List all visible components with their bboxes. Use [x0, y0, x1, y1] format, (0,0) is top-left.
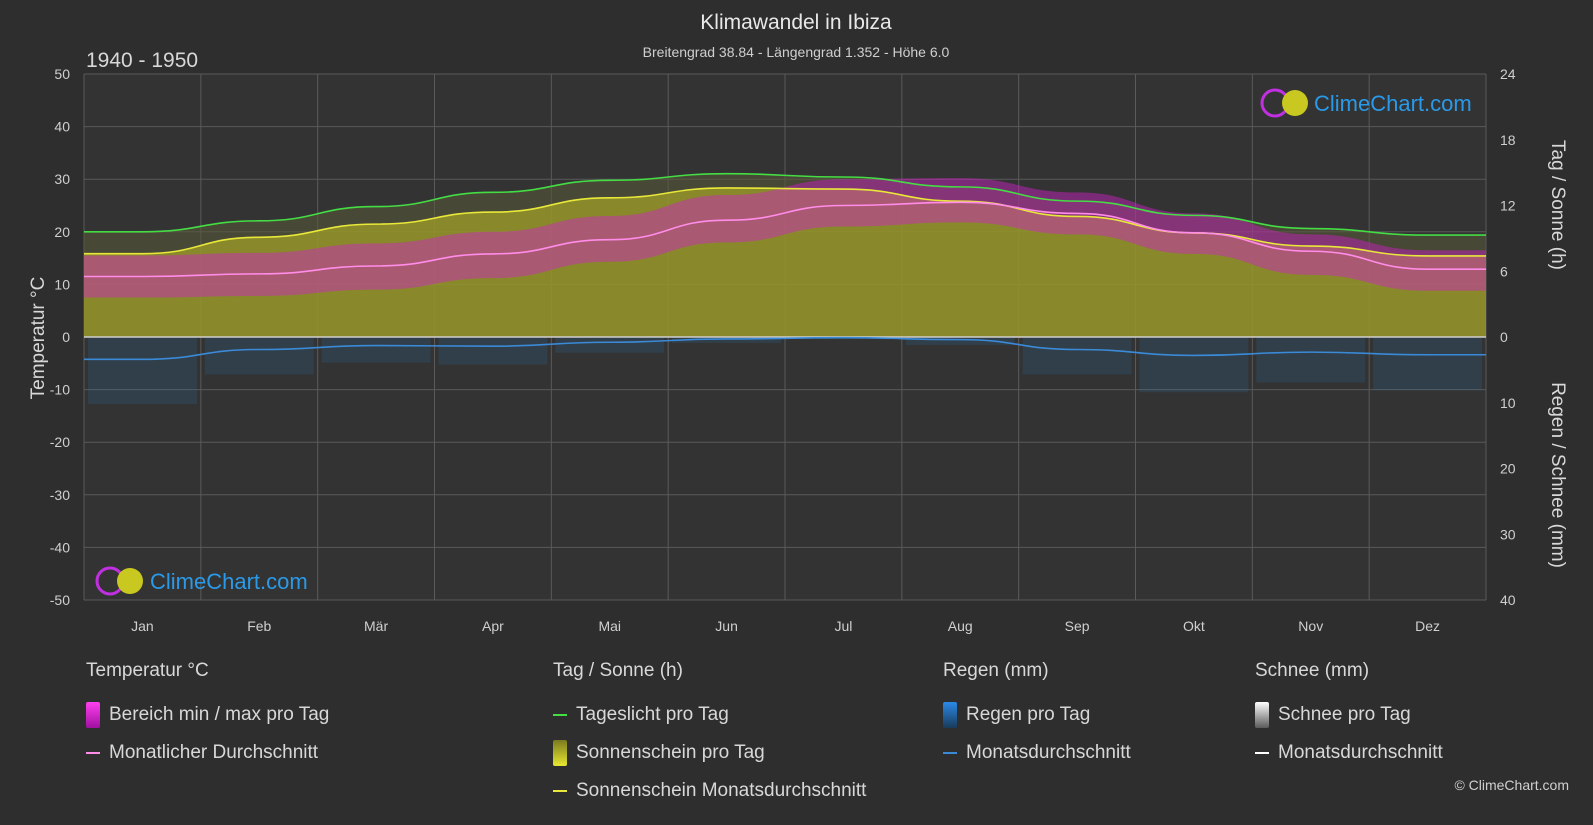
brand-text-top: ClimeChart.com: [1314, 91, 1472, 116]
right-top-tick-label: 24: [1500, 66, 1516, 82]
month-tick-label: Jun: [715, 618, 738, 634]
month-tick-label: Sep: [1065, 618, 1090, 634]
rain-avg-swatch: [943, 752, 957, 754]
daylight-swatch: [553, 714, 567, 716]
legend-temperature: Temperatur °C Bereich min / max pro Tag …: [86, 660, 329, 772]
left-tick-label: -20: [50, 434, 70, 450]
rain-bar: [88, 337, 197, 405]
legend-snow-avg-label: Monatsdurchschnitt: [1278, 742, 1443, 763]
month-tick-label: Jan: [131, 618, 154, 634]
right-bottom-axis-label: Regen / Schnee (mm): [1547, 382, 1568, 568]
left-tick-label: 50: [54, 66, 70, 82]
month-tick-label: Aug: [948, 618, 973, 634]
climate-chart: Klimawandel in Ibiza Breitengrad 38.84 -…: [28, 11, 1568, 634]
rain-bar: [672, 337, 781, 343]
month-tick-label: Apr: [482, 618, 504, 634]
month-tick-label: Feb: [247, 618, 271, 634]
legend-rain-header: Regen (mm): [943, 660, 1049, 681]
axes: 50 40 30 20 10 0 -10 -20 -30 -40 -50 24 18 12 6 0 10 20 30…: [50, 66, 1516, 634]
rain-bar: [1139, 337, 1249, 393]
logo-sun-icon: [1282, 90, 1308, 116]
month-tick-label: Dez: [1415, 618, 1440, 634]
right-bottom-tick-label: 20: [1500, 461, 1516, 477]
legend-rain: Regen (mm) Regen pro Tag Monatsdurchschn…: [943, 660, 1131, 772]
left-tick-label: -10: [50, 382, 70, 398]
right-bottom-tick-label: 40: [1500, 592, 1516, 608]
copyright: © ClimeChart.com: [1454, 777, 1569, 793]
right-top-tick-label: 18: [1500, 132, 1516, 148]
temp-avg-swatch: [86, 752, 100, 754]
left-tick-label: -30: [50, 487, 70, 503]
month-tick-label: Nov: [1298, 618, 1323, 634]
legend-daylight-label: Tageslicht pro Tag: [576, 704, 729, 725]
legend-snow-avg: Monatsdurchschnitt: [1255, 734, 1443, 772]
left-tick-label: 30: [54, 171, 70, 187]
legend-daylight: Tageslicht pro Tag: [553, 696, 866, 734]
sunshine-swatch: [553, 740, 567, 766]
chart-subtitle: Breitengrad 38.84 - Längengrad 1.352 - H…: [643, 44, 950, 60]
left-tick-label: -40: [50, 539, 70, 555]
legend-temp-range-label: Bereich min / max pro Tag: [109, 704, 330, 725]
left-tick-label: 0: [62, 329, 70, 345]
period-label: 1940 - 1950: [86, 49, 198, 72]
month-tick-label: Okt: [1183, 618, 1205, 634]
right-bottom-tick-label: 30: [1500, 526, 1516, 542]
legend-snow-day-label: Schnee pro Tag: [1278, 704, 1411, 725]
snow-swatch: [1255, 702, 1269, 728]
right-top-tick-label: 12: [1500, 198, 1516, 214]
rain-bar: [1373, 337, 1482, 391]
rain-swatch: [943, 702, 957, 728]
brand-text-bottom: ClimeChart.com: [150, 569, 308, 594]
left-axis-label: Temperatur °C: [28, 277, 49, 400]
legend-sunshine: Sonnenschein pro Tag: [553, 734, 866, 772]
rain-bar: [1022, 337, 1132, 375]
month-tick-label: Mär: [364, 618, 388, 634]
month-tick-label: Jul: [834, 618, 852, 634]
right-bottom-tick-label: 10: [1500, 395, 1516, 411]
legend-sunshine-label: Sonnenschein pro Tag: [576, 742, 765, 763]
legend-sun-header: Tag / Sonne (h): [553, 660, 683, 681]
chart-title: Klimawandel in Ibiza: [700, 11, 892, 34]
snow-avg-swatch: [1255, 752, 1269, 754]
rain-bar: [555, 337, 665, 353]
legend-temp-range: Bereich min / max pro Tag: [86, 696, 329, 734]
left-tick-label: 10: [54, 276, 70, 292]
left-tick-label: -50: [50, 592, 70, 608]
legend-rain-day: Regen pro Tag: [943, 696, 1131, 734]
rain-avg-line: [84, 336, 1486, 361]
rain-bar: [204, 337, 314, 375]
right-top-axis-label: Tag / Sonne (h): [1547, 140, 1568, 270]
legend-sunshine-avg-label: Sonnenschein Monatsdurchschnitt: [576, 780, 867, 801]
data-lines: [83, 172, 1487, 361]
right-top-tick-label: 0: [1500, 329, 1508, 345]
legend-snow-header: Schnee (mm): [1255, 660, 1370, 681]
rain-bar: [438, 337, 548, 365]
sunshine-avg-swatch: [553, 790, 567, 792]
legend-sunshine-avg: Sonnenschein Monatsdurchschnitt: [553, 772, 866, 810]
right-top-tick-label: 6: [1500, 263, 1508, 279]
logo-sun-icon: [117, 568, 143, 594]
temperature-avg-line: [84, 201, 1486, 278]
legend-rain-avg: Monatsdurchschnitt: [943, 734, 1131, 772]
legend-rain-day-label: Regen pro Tag: [966, 704, 1091, 725]
left-tick-label: 40: [54, 119, 70, 135]
rain-bar: [1256, 337, 1366, 383]
sunshine-avg-line: [84, 187, 1486, 257]
legend-temp-avg-label: Monatlicher Durchschnitt: [109, 742, 319, 763]
legend-sun: Tag / Sonne (h) Tageslicht pro Tag Sonne…: [553, 660, 866, 810]
legend-temp-avg: Monatlicher Durchschnitt: [86, 734, 329, 772]
rain-bar: [321, 337, 431, 363]
daylight-line: [83, 172, 1487, 236]
brand-logo-bottom: ClimeChart.com: [95, 566, 308, 596]
left-tick-label: 20: [54, 224, 70, 240]
month-tick-label: Mai: [598, 618, 621, 634]
legend-snow: Schnee (mm) Schnee pro Tag Monatsdurchsc…: [1255, 660, 1443, 772]
legend-rain-avg-label: Monatsdurchschnitt: [966, 742, 1131, 763]
legend-temp-header: Temperatur °C: [86, 660, 209, 681]
temp-range-swatch: [86, 702, 100, 728]
brand-logo-top: ClimeChart.com: [1260, 88, 1472, 118]
rain-bar: [905, 337, 1015, 345]
legend-snow-day: Schnee pro Tag: [1255, 696, 1443, 734]
